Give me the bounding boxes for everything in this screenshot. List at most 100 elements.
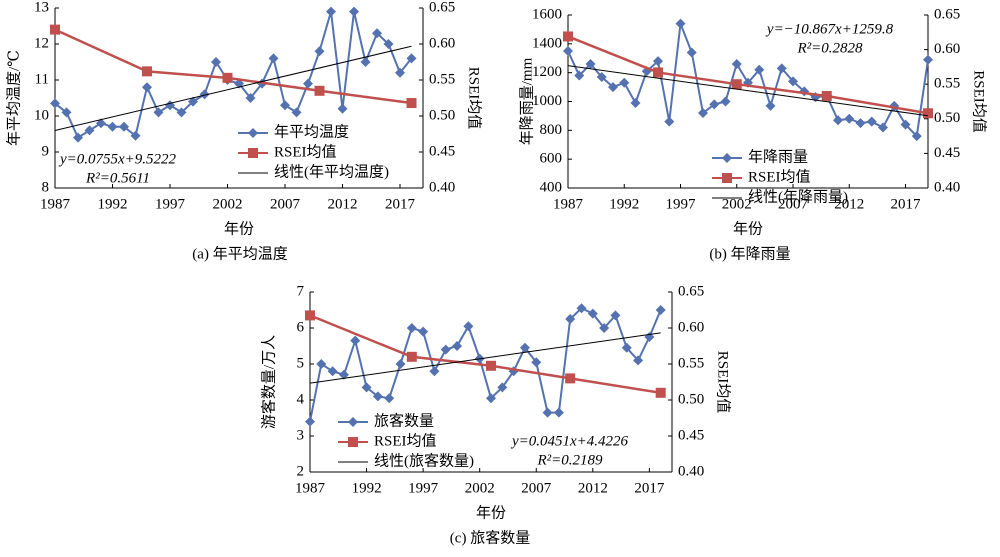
point-marker	[337, 103, 348, 114]
point-marker	[675, 18, 686, 29]
y2-tick-label: 0.50	[678, 391, 704, 407]
trend-line	[54, 45, 412, 131]
point-marker	[844, 113, 855, 124]
point-marker	[565, 373, 576, 384]
point-marker	[587, 308, 598, 319]
x-tick-label: 1987	[553, 196, 584, 212]
point-marker	[653, 67, 663, 78]
y-tick-label: 8	[42, 179, 50, 195]
chart: 2 3 4 5 6 7 0.40 0.45 0.50 0.55 0.60 0.65 1987 1992 19…	[260, 283, 731, 546]
chart: 400 600 800 1000 1200 1400 1600 0.40 0.45 0.50 0.5…	[518, 6, 987, 262]
x-tick-label: 1992	[352, 480, 382, 496]
point-marker	[866, 116, 877, 127]
point-marker	[429, 366, 440, 377]
point-marker	[553, 407, 564, 418]
annotation: R²=0.5611	[85, 170, 150, 186]
x-tick-label: 2007	[521, 480, 552, 496]
y-tick-label: 400	[540, 179, 563, 195]
point-marker	[722, 153, 732, 163]
chart: 8 9 10 11 12 13 0.40 0.45 0.50 0.55 0.60 0.65 1987 19…	[5, 0, 482, 262]
legend-label: 年平均温度	[274, 123, 349, 140]
x-tick-label: 2012	[834, 196, 864, 212]
point-marker	[222, 72, 233, 83]
point-marker	[360, 57, 371, 67]
point-marker	[372, 28, 382, 39]
point-marker	[664, 116, 675, 127]
legend-label: 线性(旅客数量)	[374, 452, 474, 469]
x-tick-label: 2012	[578, 480, 608, 496]
point-marker	[84, 125, 95, 136]
y2-tick-label: 0.55	[678, 355, 704, 371]
point-marker	[361, 382, 372, 393]
point-marker	[821, 90, 832, 101]
point-marker	[486, 360, 496, 371]
point-marker	[73, 132, 83, 143]
x-axis-title: 年份	[476, 504, 506, 521]
legend-label: RSEI均值	[748, 168, 811, 185]
point-marker	[211, 57, 221, 67]
point-marker	[563, 31, 573, 42]
point-marker	[765, 100, 776, 111]
caption: (a) 年平均温度	[192, 245, 287, 262]
point-marker	[900, 119, 911, 130]
y-tick-label: 1400	[532, 35, 562, 51]
y2-tick-label: 0.55	[934, 76, 960, 92]
y2-tick-label: 0.45	[429, 143, 455, 159]
y2-tick-label: 0.40	[429, 179, 455, 195]
point-marker	[142, 82, 152, 93]
y-tick-label: 1000	[532, 93, 562, 109]
point-marker	[291, 107, 302, 118]
annotation: R²=0.2828	[796, 40, 863, 56]
series-line	[54, 11, 413, 140]
y2-tick-label: 0.65	[678, 283, 704, 299]
y2-tick-label: 0.45	[678, 427, 704, 443]
y2-tick-label: 0.60	[429, 35, 455, 51]
y-tick-label: 4	[297, 391, 305, 407]
point-marker	[599, 323, 610, 333]
point-marker	[788, 76, 798, 87]
point-marker	[395, 67, 405, 78]
point-marker	[395, 359, 406, 369]
legend-label: 线性(年平均温度)	[274, 163, 389, 180]
x-tick-label: 1987	[40, 196, 71, 212]
point-marker	[326, 6, 336, 17]
point-marker	[245, 93, 256, 103]
point-marker	[633, 355, 644, 366]
point-marker	[348, 437, 358, 447]
caption: (b) 年降雨量	[709, 245, 790, 262]
point-marker	[776, 63, 787, 74]
x-tick-label: 1997	[666, 196, 697, 212]
point-marker	[519, 342, 530, 353]
x-tick-label: 2017	[385, 196, 416, 212]
y-tick-label: 7	[297, 283, 305, 299]
point-marker	[574, 70, 585, 81]
point-marker	[610, 310, 621, 321]
point-marker	[497, 382, 508, 393]
x-tick-label: 2002	[465, 480, 495, 496]
point-marker	[384, 393, 395, 404]
point-marker	[655, 305, 666, 315]
point-marker	[698, 108, 708, 119]
y-tick-label: 11	[35, 71, 49, 87]
y2-tick-label: 0.65	[429, 0, 455, 15]
point-marker	[316, 359, 327, 369]
y2-tick-label: 0.55	[429, 71, 455, 87]
x-axis-title: 年份	[733, 220, 763, 237]
point-marker	[268, 53, 279, 64]
point-marker	[303, 78, 313, 89]
x-tick-label: 2002	[213, 196, 243, 212]
point-marker	[619, 77, 630, 88]
y-tick-label: 800	[540, 122, 563, 138]
point-marker	[248, 128, 258, 138]
series-line	[567, 35, 929, 115]
point-marker	[720, 96, 731, 107]
y-tick-label: 6	[297, 319, 305, 335]
series-line	[54, 28, 412, 105]
point-marker	[107, 121, 118, 132]
y2-tick-label: 0.65	[934, 6, 960, 22]
point-marker	[709, 99, 720, 110]
trend-line	[309, 332, 661, 384]
y2-axis-title: RSEI均值	[715, 351, 732, 414]
point-marker	[585, 59, 596, 70]
